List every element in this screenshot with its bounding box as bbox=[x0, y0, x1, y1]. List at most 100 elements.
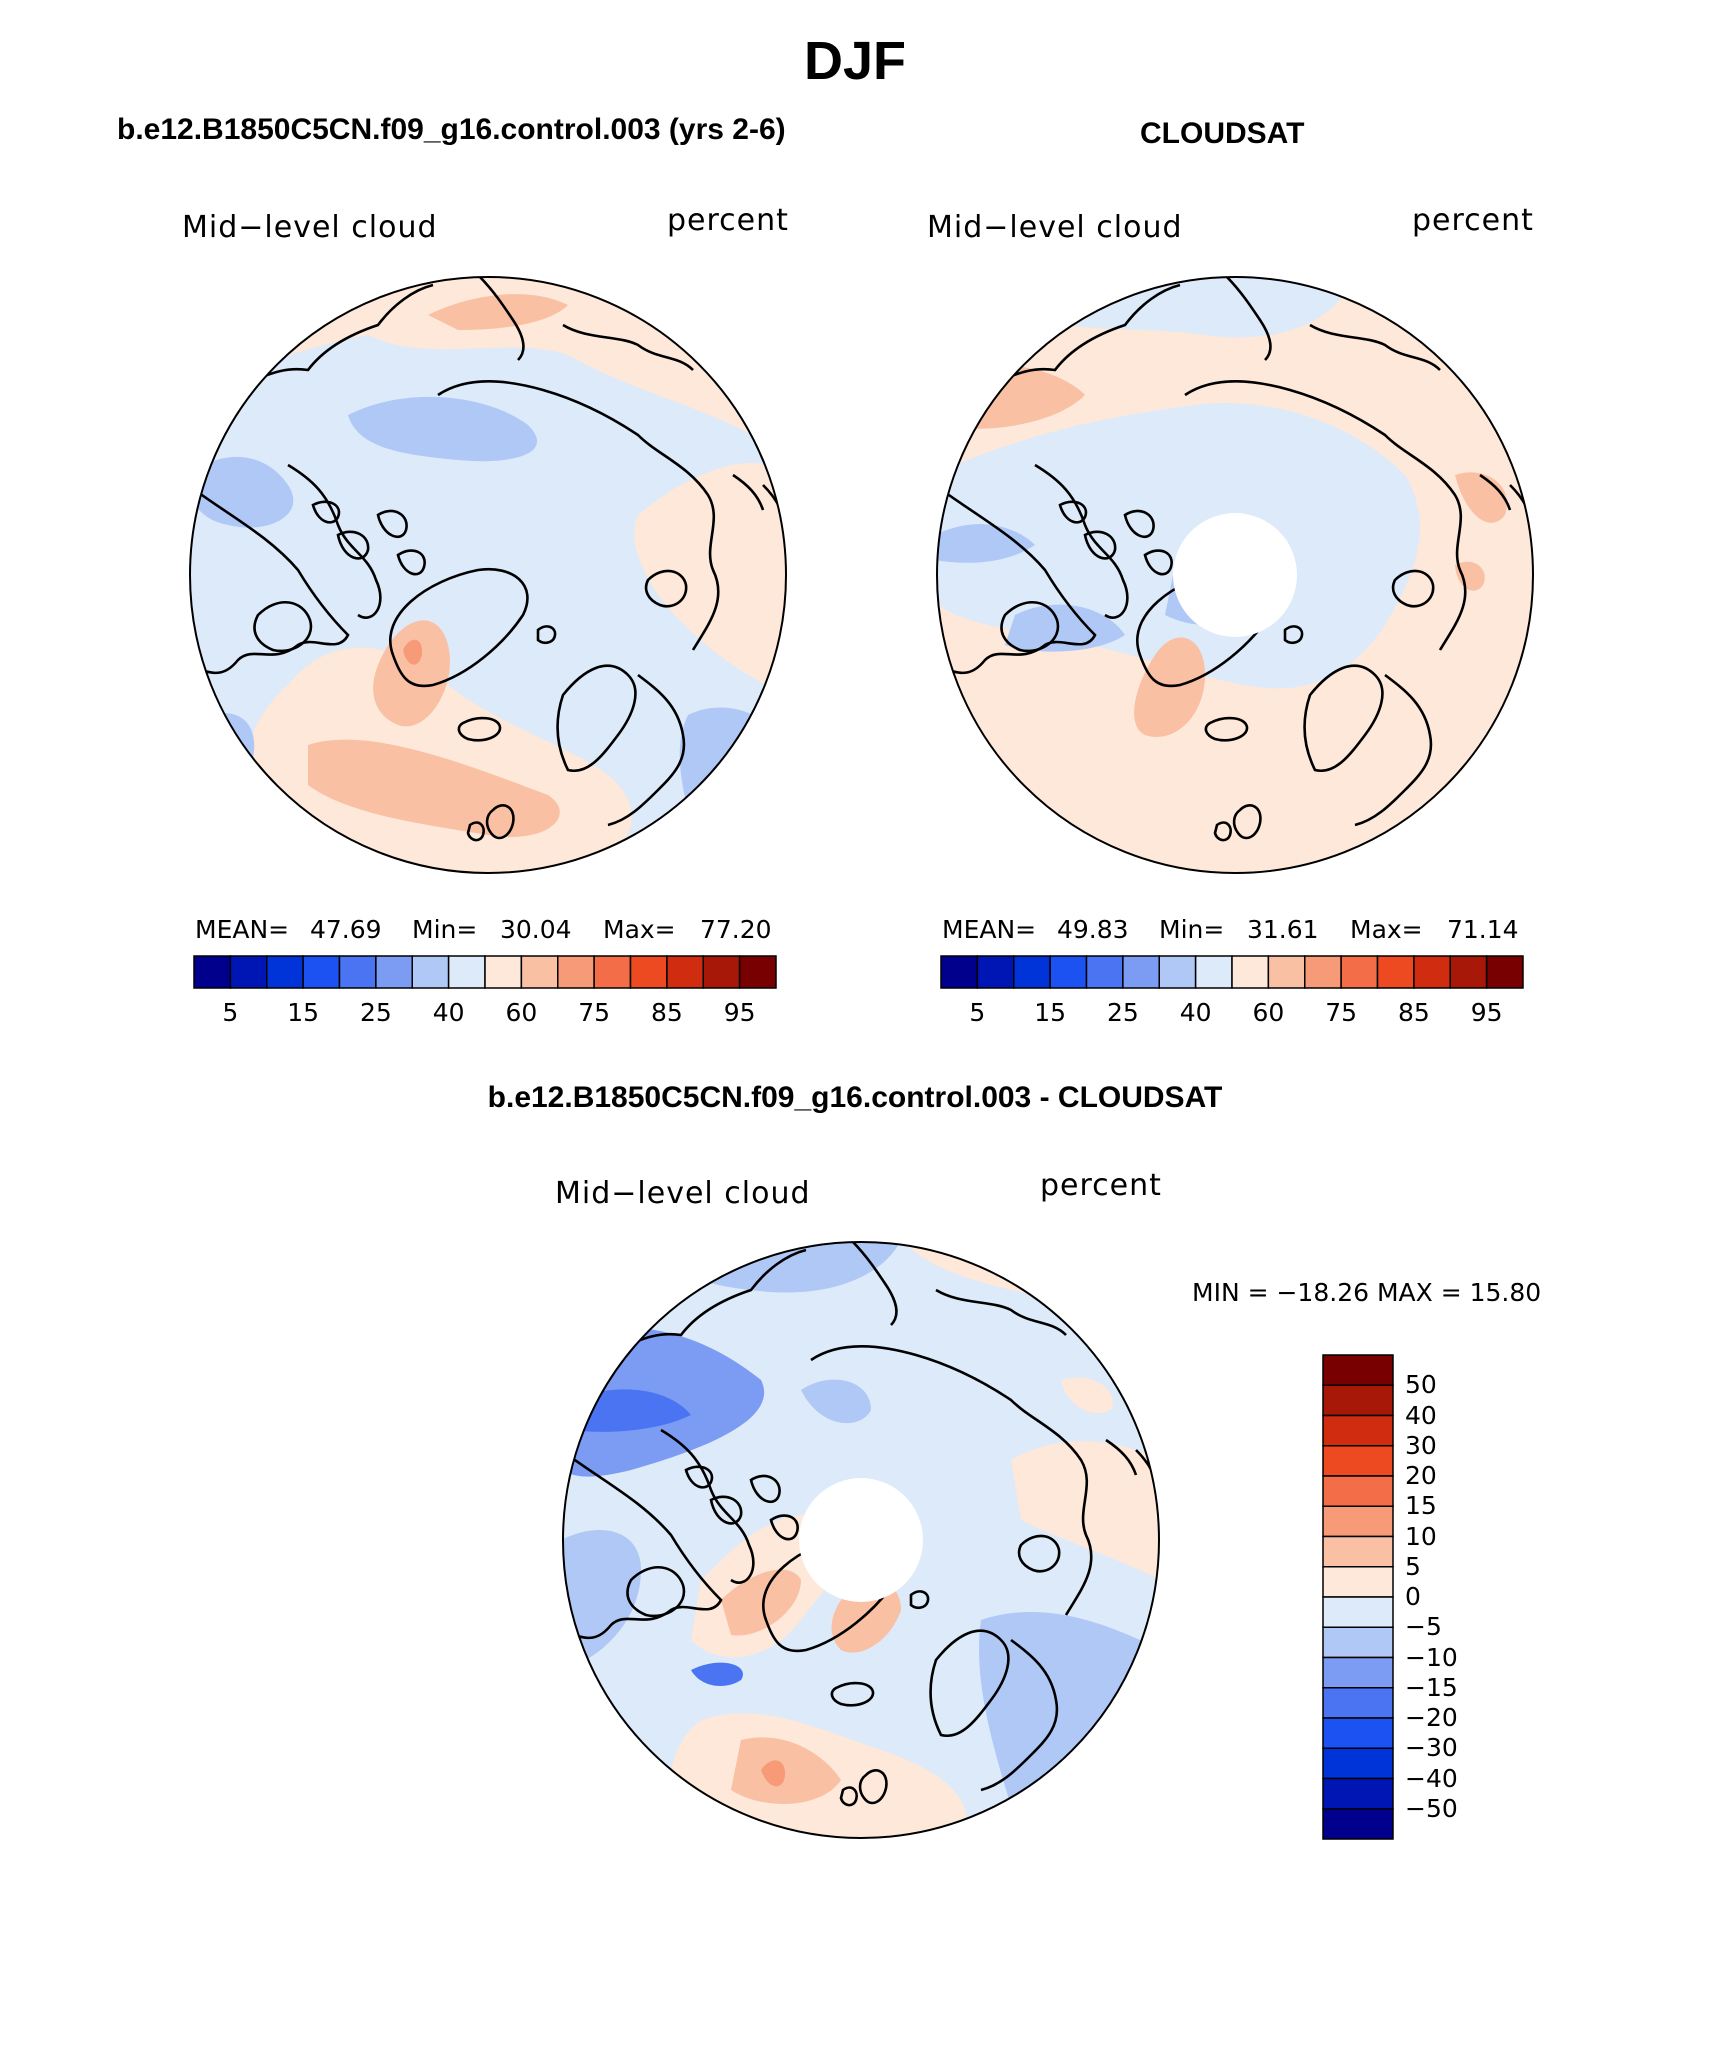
colorbar-tick-label: 25 bbox=[359, 998, 392, 1027]
colorbar-tick-label: 30 bbox=[1405, 1430, 1437, 1460]
colorbar-box bbox=[302, 955, 341, 989]
colorbar-tick-label: 10 bbox=[1405, 1521, 1437, 1551]
colorbar-box bbox=[1322, 1808, 1394, 1840]
colorbar-tick-label: 75 bbox=[1325, 998, 1358, 1027]
colorbar-box bbox=[593, 955, 632, 989]
model-mean-label: MEAN= bbox=[195, 915, 290, 944]
colorbar-box bbox=[1231, 955, 1270, 989]
colorbar-tick-label: 50 bbox=[1405, 1370, 1437, 1400]
colorbar-tick-label: −30 bbox=[1405, 1733, 1458, 1763]
model-units-label: percent bbox=[667, 203, 789, 238]
diff-variable-label: Mid−level cloud bbox=[555, 1176, 811, 1211]
colorbar-box bbox=[1322, 1687, 1394, 1719]
colorbar-box bbox=[1085, 955, 1124, 989]
colorbar-tick-label: 60 bbox=[505, 998, 538, 1027]
obs-mean-value: 49.83 bbox=[1057, 915, 1129, 944]
colorbar-tick-label: −5 bbox=[1405, 1612, 1442, 1642]
colorbar-box bbox=[1322, 1626, 1394, 1659]
colorbar-box bbox=[1322, 1656, 1394, 1689]
colorbar-tick-label: −10 bbox=[1405, 1642, 1458, 1672]
model-max-value: 77.20 bbox=[700, 915, 772, 944]
colorbar-box bbox=[1322, 1445, 1394, 1477]
colorbar-box bbox=[1322, 1354, 1394, 1386]
colorbar-box bbox=[1376, 955, 1415, 989]
colorbar-box bbox=[1322, 1535, 1394, 1568]
colorbar-tick-label: 5 bbox=[969, 998, 986, 1027]
colorbar-tick-label: 40 bbox=[1405, 1400, 1437, 1430]
colorbar-box bbox=[1013, 955, 1051, 989]
colorbar-box bbox=[666, 955, 704, 989]
colorbar-box bbox=[1322, 1747, 1394, 1780]
colorbar-box bbox=[484, 955, 523, 989]
colorbar-box bbox=[229, 955, 268, 989]
colorbar-box bbox=[1413, 955, 1451, 989]
colorbar-tick-label: −50 bbox=[1405, 1793, 1458, 1823]
colorbar-box bbox=[738, 955, 777, 989]
obs-min-value: 31.61 bbox=[1247, 915, 1319, 944]
colorbar-tick-label: 40 bbox=[432, 998, 465, 1027]
colorbar-tick-label: 85 bbox=[650, 998, 683, 1027]
colorbar-box bbox=[1322, 1596, 1394, 1628]
colorbar-box bbox=[1304, 955, 1342, 989]
model-map bbox=[189, 276, 787, 874]
colorbar-box bbox=[1322, 1566, 1394, 1598]
colorbar-tick-label: 5 bbox=[1405, 1551, 1421, 1581]
colorbar-tick-label: 95 bbox=[723, 998, 756, 1027]
colorbar-box bbox=[338, 955, 377, 989]
colorbar-tick-label: 25 bbox=[1106, 998, 1139, 1027]
colorbar-box bbox=[557, 955, 595, 989]
model-mean-value: 47.69 bbox=[310, 915, 382, 944]
colorbar-box bbox=[193, 955, 232, 989]
model-colorbar bbox=[193, 955, 777, 989]
colorbar-box bbox=[702, 955, 741, 989]
diff-minmax-text: MIN = −18.26 MAX = 15.80 bbox=[1192, 1278, 1542, 1307]
colorbar-box bbox=[940, 955, 979, 989]
colorbar-box bbox=[1322, 1414, 1394, 1447]
colorbar-box bbox=[375, 955, 413, 989]
obs-min-label: Min= bbox=[1159, 915, 1225, 944]
model-max-label: Max= bbox=[603, 915, 676, 944]
colorbar-box bbox=[1322, 1475, 1394, 1507]
colorbar-box bbox=[1322, 1777, 1394, 1810]
colorbar-box bbox=[1049, 955, 1088, 989]
obs-panel-title: CLOUDSAT bbox=[1140, 117, 1305, 150]
model-min-label: Min= bbox=[412, 915, 478, 944]
obs-units-label: percent bbox=[1412, 203, 1534, 238]
colorbar-box bbox=[1449, 955, 1488, 989]
colorbar-tick-label: −20 bbox=[1405, 1703, 1458, 1732]
colorbar-tick-label: 20 bbox=[1405, 1461, 1437, 1490]
colorbar-tick-label: 15 bbox=[1405, 1491, 1437, 1521]
colorbar-tick-label: 15 bbox=[287, 998, 320, 1027]
colorbar-box bbox=[447, 955, 486, 989]
colorbar-box bbox=[976, 955, 1015, 989]
model-min-value: 30.04 bbox=[500, 915, 572, 944]
obs-colorbar bbox=[940, 955, 1524, 989]
colorbar-tick-label: 40 bbox=[1179, 998, 1212, 1027]
obs-variable-label: Mid−level cloud bbox=[927, 210, 1183, 245]
colorbar-tick-label: −15 bbox=[1405, 1672, 1458, 1702]
obs-max-label: Max= bbox=[1350, 915, 1423, 944]
colorbar-tick-label: 15 bbox=[1034, 998, 1067, 1027]
colorbar-box bbox=[1340, 955, 1379, 989]
model-variable-label: Mid−level cloud bbox=[182, 210, 438, 245]
diff-colorbar bbox=[1322, 1354, 1394, 1840]
colorbar-tick-label: 5 bbox=[222, 998, 239, 1027]
obs-max-value: 71.14 bbox=[1447, 915, 1519, 944]
colorbar-tick-label: 0 bbox=[1405, 1582, 1421, 1611]
colorbar-box bbox=[266, 955, 304, 989]
figure-title: DJF bbox=[803, 31, 906, 91]
colorbar-box bbox=[1267, 955, 1306, 989]
colorbar-box bbox=[1122, 955, 1160, 989]
colorbar-tick-label: 60 bbox=[1252, 998, 1285, 1027]
colorbar-tick-label: 75 bbox=[578, 998, 611, 1027]
diff-units-label: percent bbox=[1040, 1168, 1162, 1203]
colorbar-tick-label: 95 bbox=[1470, 998, 1503, 1027]
colorbar-tick-label: 85 bbox=[1397, 998, 1430, 1027]
colorbar-box bbox=[1485, 955, 1524, 989]
colorbar-tick-label: −40 bbox=[1405, 1763, 1458, 1793]
model-panel-title: b.e12.B1850C5CN.f09_g16.control.003 (yrs… bbox=[117, 113, 786, 146]
diff-map bbox=[562, 1241, 1160, 1839]
colorbar-box bbox=[1322, 1384, 1394, 1417]
obs-mean-label: MEAN= bbox=[942, 915, 1037, 944]
obs-map bbox=[936, 276, 1534, 874]
